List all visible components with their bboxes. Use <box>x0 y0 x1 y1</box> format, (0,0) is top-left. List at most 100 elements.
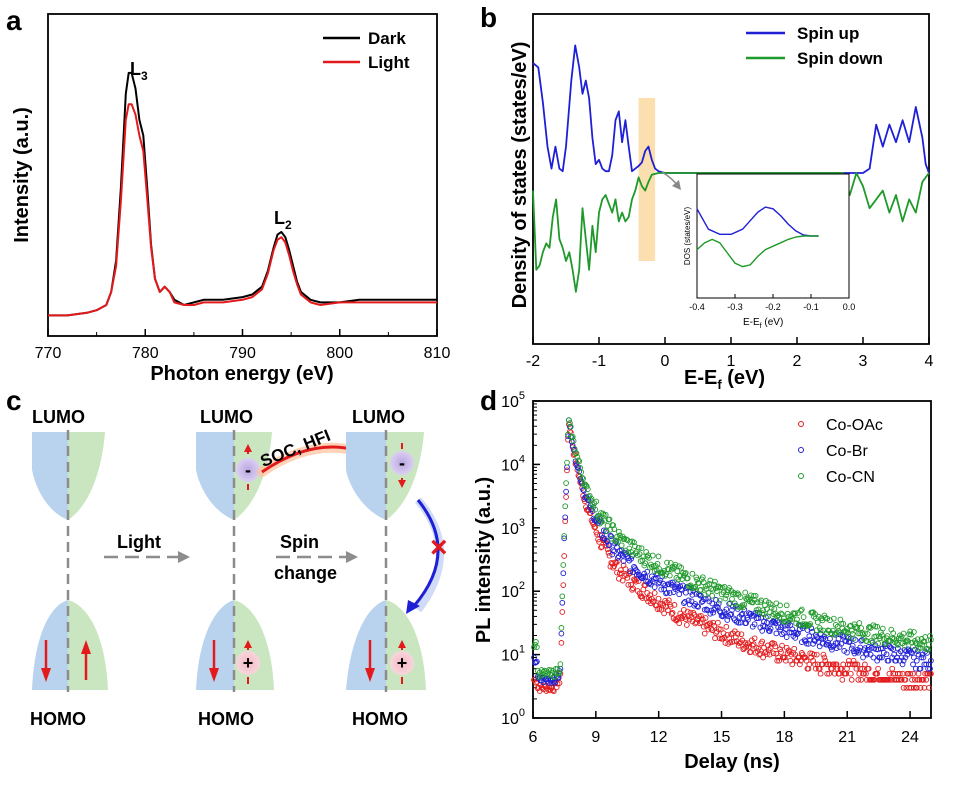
d-point-co-oac <box>824 670 831 677</box>
d-point-co-br <box>715 600 722 607</box>
d-point-co-br <box>639 575 646 582</box>
d-point-co-cn <box>874 623 881 630</box>
spin-down-arrowhead-1 <box>41 668 51 682</box>
d-point-co-cn <box>797 607 804 614</box>
a-xtick-label: 800 <box>326 345 353 362</box>
d-point-co-br <box>880 649 887 656</box>
d-point-co-br <box>723 606 730 613</box>
d-point-co-oac <box>533 679 539 686</box>
lumo-label-3: LUMO <box>352 407 405 427</box>
inset-xtick-label: 0.0 <box>843 302 856 312</box>
d-point-co-cn <box>824 615 831 622</box>
d-point-co-br <box>870 654 877 661</box>
panel-b-label: b <box>480 2 497 33</box>
d-point-co-cn <box>692 584 699 590</box>
d-point-co-oac <box>683 622 690 628</box>
d-point-co-cn <box>812 611 818 617</box>
hole-2 <box>236 651 260 675</box>
d-point-co-oac <box>558 640 565 646</box>
d-point-co-oac <box>776 657 782 664</box>
d-point-co-oac <box>907 670 914 677</box>
d-point-co-cn <box>901 642 908 649</box>
d-point-co-oac <box>926 684 932 691</box>
d-point-co-cn <box>583 483 590 490</box>
d-point-co-cn <box>642 560 649 567</box>
d-point-co-cn <box>926 641 932 648</box>
d-point-co-br <box>860 654 866 661</box>
d-point-co-cn <box>602 511 609 518</box>
d-point-co-oac <box>920 676 927 683</box>
d-point-co-cn <box>649 552 656 559</box>
d-point-co-br <box>924 650 930 656</box>
d-point-co-oac <box>823 661 830 668</box>
d-point-co-br <box>682 589 689 596</box>
d-point-co-oac <box>592 523 599 530</box>
d-point-co-cn <box>565 431 571 438</box>
spin-label: Spin <box>280 532 319 552</box>
homo-right-lobe <box>68 600 108 690</box>
d-point-co-cn <box>638 545 645 552</box>
d-point-co-cn <box>534 644 540 650</box>
d-point-co-br <box>680 582 686 589</box>
d-point-co-br <box>773 630 780 637</box>
d-point-co-br <box>809 629 815 635</box>
d-point-co-oac <box>766 651 773 658</box>
d-point-co-cn <box>722 595 729 602</box>
d-point-co-cn <box>882 640 889 647</box>
d-point-co-oac <box>813 651 820 658</box>
d-point-co-br <box>928 657 934 664</box>
d-point-co-br <box>533 659 539 666</box>
d-point-co-oac <box>701 630 708 637</box>
d-point-co-br <box>752 609 759 616</box>
d-point-co-cn <box>772 610 779 617</box>
d-point-co-cn <box>879 625 886 632</box>
inset-xtick-label: -0.3 <box>727 302 743 312</box>
lumo-left-lobe <box>32 432 68 520</box>
d-point-co-oac <box>822 657 829 664</box>
d-point-co-oac <box>682 616 689 623</box>
d-point-co-cn <box>684 575 691 582</box>
d-point-co-cn <box>616 528 622 535</box>
a-xtick-label: 790 <box>229 345 256 362</box>
d-point-co-br <box>575 465 582 471</box>
d-point-co-cn <box>927 633 933 639</box>
d-xtick-label: 9 <box>591 729 600 746</box>
d-point-co-br <box>698 599 705 605</box>
b-series-spin-down <box>532 172 930 293</box>
d-point-co-oac <box>676 620 683 627</box>
d-point-co-cn <box>854 624 861 631</box>
d-point-co-cn <box>806 622 813 629</box>
d-point-co-cn <box>559 593 566 600</box>
d-point-co-cn <box>907 628 914 635</box>
lumo-left-lobe-3 <box>346 432 386 520</box>
d-point-co-cn <box>607 526 614 533</box>
d-point-co-oac <box>564 467 570 474</box>
a-series-dark <box>48 71 437 317</box>
d-point-co-cn <box>765 599 772 606</box>
homo-label-3: HOMO <box>352 709 408 729</box>
d-point-co-cn <box>580 475 586 482</box>
d-point-co-cn <box>689 570 696 577</box>
panel-d-frame <box>532 400 932 719</box>
d-point-co-oac <box>702 615 709 621</box>
d-point-co-cn <box>560 562 567 568</box>
d-point-co-cn <box>752 592 759 599</box>
d-point-co-br <box>559 599 566 606</box>
d-point-co-cn <box>611 526 618 532</box>
d-point-co-oac <box>826 670 832 677</box>
spin-down-arrowhead-2 <box>209 668 219 682</box>
d-point-co-oac <box>830 661 837 668</box>
d-point-co-br <box>806 633 813 640</box>
d-point-co-cn <box>653 567 660 573</box>
lumo-left-lobe-2 <box>196 432 234 520</box>
d-point-co-oac <box>802 654 809 661</box>
d-point-co-cn <box>584 486 591 493</box>
d-point-co-cn <box>768 604 775 611</box>
recombination-arrow <box>412 499 440 607</box>
electron-sign-2: - <box>245 460 251 480</box>
d-point-co-cn <box>533 639 539 645</box>
d-point-co-cn <box>807 621 814 627</box>
d-point-co-br <box>562 514 569 521</box>
d-point-co-cn <box>767 601 774 608</box>
d-point-co-br <box>564 464 570 471</box>
